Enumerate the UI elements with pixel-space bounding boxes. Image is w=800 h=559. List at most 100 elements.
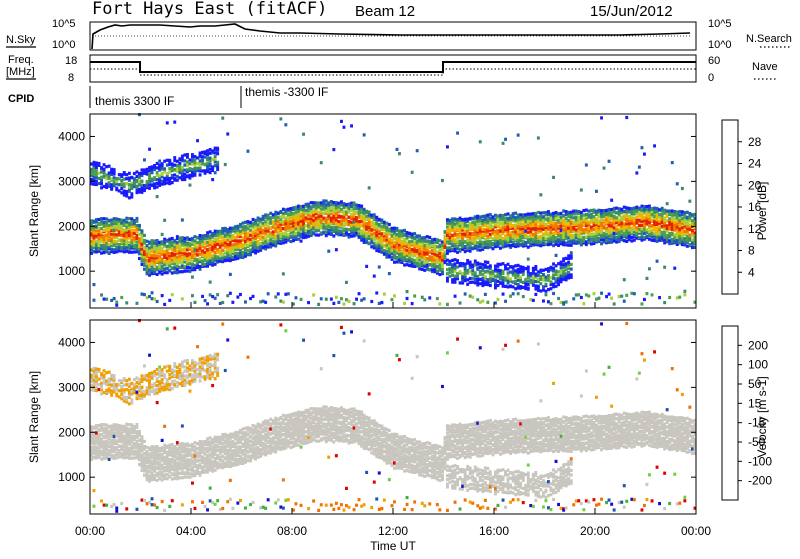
power-cell — [673, 225, 676, 228]
power-cell — [353, 213, 356, 216]
power-cell — [456, 240, 459, 243]
power-cell — [557, 270, 560, 273]
power-cell — [194, 268, 197, 271]
power-cell — [214, 230, 217, 233]
power-cell — [186, 266, 189, 269]
power-cell — [466, 234, 469, 237]
power-cell — [527, 220, 530, 223]
power-cell — [550, 280, 553, 283]
power-cell — [565, 220, 568, 223]
power-cell — [608, 228, 611, 231]
power-cell — [593, 238, 596, 241]
power-cell — [105, 224, 108, 227]
power-cell — [370, 300, 373, 303]
power-cell — [348, 216, 351, 219]
velocity-cell — [130, 435, 133, 438]
power-cell — [103, 174, 106, 177]
power-cell — [373, 232, 376, 235]
power-cell — [93, 234, 96, 237]
power-cell — [577, 216, 580, 219]
velocity-cell — [148, 372, 151, 375]
velocity-cell — [125, 388, 128, 391]
power-cell — [620, 208, 623, 211]
velocity-cell — [143, 499, 146, 502]
nsky-trace — [92, 24, 690, 49]
power-cell — [396, 246, 399, 249]
power-cell — [136, 224, 139, 227]
power-cell — [471, 217, 474, 220]
power-cell — [128, 183, 131, 186]
power-cell — [666, 224, 669, 227]
velocity-cell — [138, 319, 141, 322]
power-cell — [555, 254, 558, 257]
power-cell — [158, 255, 161, 258]
power-cell — [688, 237, 691, 240]
power-cell — [497, 269, 500, 272]
power-cell — [605, 209, 608, 212]
velocity-cell — [128, 428, 131, 431]
power-cell — [519, 271, 522, 274]
power-cell — [499, 281, 502, 284]
power-cell — [310, 225, 313, 228]
power-cell — [507, 267, 510, 270]
power-cell — [671, 161, 674, 164]
power-cell — [118, 238, 121, 241]
power-cell — [385, 236, 388, 239]
velocity-cell — [148, 375, 151, 378]
power-cell — [492, 237, 495, 240]
power-cell — [524, 241, 527, 244]
velocity-cell — [113, 382, 116, 385]
power-cell — [120, 191, 123, 194]
power-cell — [666, 209, 669, 212]
power-cell — [183, 270, 186, 273]
power-cell — [433, 253, 436, 256]
power-cell — [542, 299, 545, 302]
power-cell — [502, 217, 505, 220]
power-cell — [257, 219, 260, 222]
velocity-cell — [125, 446, 128, 449]
power-cell — [335, 221, 338, 224]
velocity-cell — [118, 436, 121, 439]
power-cell — [332, 226, 335, 229]
velocity-cell — [113, 431, 116, 434]
power-colorbar-label: Power [dB] — [755, 182, 769, 241]
power-cell — [550, 287, 553, 290]
power-cell — [252, 230, 255, 233]
power-cell — [95, 218, 98, 221]
velocity-cell — [143, 452, 146, 455]
power-cell — [330, 203, 333, 206]
power-cell — [534, 232, 537, 235]
velocity-cell — [138, 386, 141, 389]
velocity-cell — [108, 449, 111, 452]
power-cell — [668, 210, 671, 213]
power-cell — [257, 228, 260, 231]
power-cell — [403, 251, 406, 254]
power-cell — [123, 239, 126, 242]
power-cell — [635, 206, 638, 209]
power-cell — [608, 224, 611, 227]
power-cell — [136, 234, 139, 237]
power-cell — [181, 270, 184, 273]
velocity-cell — [115, 510, 118, 513]
power-cell — [454, 258, 457, 261]
power-cell — [494, 281, 497, 284]
power-cell — [471, 232, 474, 235]
power-cell — [120, 225, 123, 228]
power-cell — [216, 255, 219, 258]
power-cell — [204, 150, 207, 153]
power-cell — [459, 262, 462, 265]
power-cell — [307, 301, 310, 304]
velocity-cell — [100, 377, 103, 380]
power-cell — [552, 215, 555, 218]
power-cell — [691, 241, 694, 244]
power-cell — [529, 298, 532, 301]
power-cell — [209, 157, 212, 160]
power-cell — [676, 210, 679, 213]
power-cell — [613, 210, 616, 213]
power-cell — [572, 297, 575, 300]
power-cell — [194, 167, 197, 170]
velocity-cell — [146, 386, 149, 389]
velocity-cell — [120, 397, 123, 400]
power-cell — [385, 222, 388, 225]
power-cell — [608, 160, 611, 163]
